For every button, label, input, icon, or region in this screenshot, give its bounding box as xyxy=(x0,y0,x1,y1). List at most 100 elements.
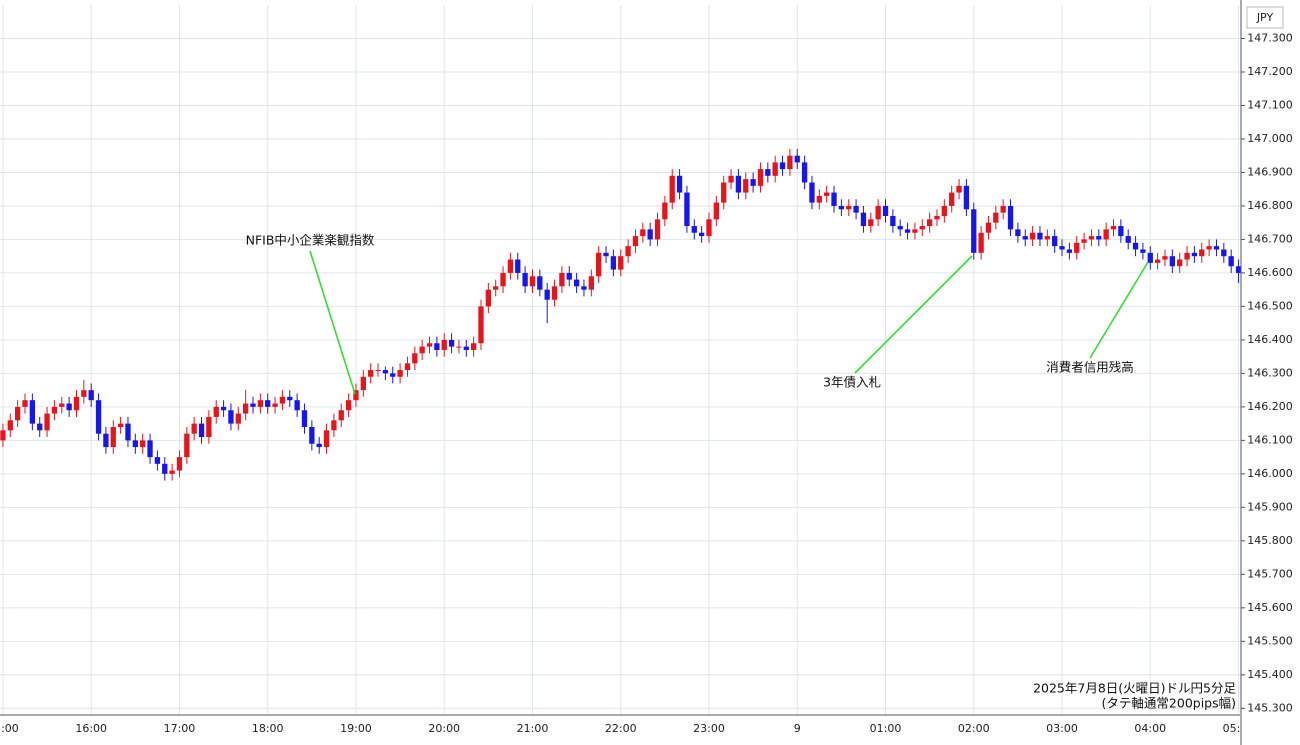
candle-body xyxy=(728,175,734,183)
candle-body xyxy=(1081,239,1087,243)
candle-body xyxy=(1037,232,1043,240)
candle-body xyxy=(412,353,418,364)
candle-body xyxy=(95,400,102,434)
y-tick-label: 146.900 xyxy=(1247,165,1293,178)
x-tick-label: 20:00 xyxy=(428,722,460,735)
candle-body xyxy=(831,192,837,206)
candle-body xyxy=(676,175,683,193)
candle-body xyxy=(1103,229,1109,240)
candle-body xyxy=(15,406,21,421)
candle-body xyxy=(37,423,43,431)
candle-body xyxy=(868,219,874,227)
candle-body xyxy=(51,406,58,414)
candle-body xyxy=(66,403,72,411)
candle-body xyxy=(838,205,845,210)
candle-body xyxy=(176,457,183,471)
candle-body xyxy=(441,339,447,350)
candle-body xyxy=(934,215,940,220)
candle-body xyxy=(544,289,550,300)
candle-body xyxy=(1184,252,1190,260)
x-tick-label: 01:00 xyxy=(870,722,902,735)
candle-body xyxy=(29,400,36,424)
candle-body xyxy=(1029,232,1036,240)
candle-body xyxy=(301,410,308,427)
candle-body xyxy=(625,246,631,257)
candle-body xyxy=(338,410,344,421)
candle-body xyxy=(257,400,264,407)
candle-body xyxy=(669,175,675,203)
candle-body xyxy=(735,175,742,193)
candle-body xyxy=(213,406,219,417)
candle-body xyxy=(360,376,366,391)
candle-body xyxy=(573,279,580,287)
unit-box xyxy=(1246,6,1284,29)
candle-body xyxy=(978,232,984,253)
candle-body xyxy=(1007,205,1014,230)
candle-body xyxy=(890,215,896,227)
candle-body xyxy=(44,413,50,431)
candle-body xyxy=(691,226,697,233)
candle-body xyxy=(757,169,764,186)
candle-body xyxy=(632,236,639,247)
candle-body xyxy=(1015,229,1021,237)
candle-body xyxy=(1044,236,1050,240)
candle-body xyxy=(721,182,727,203)
candle-body xyxy=(1118,226,1124,237)
candle-body xyxy=(897,226,903,230)
candle-body xyxy=(463,346,469,350)
candle-body xyxy=(191,423,197,434)
y-tick-label: 146.700 xyxy=(1247,232,1293,245)
candle-body xyxy=(1177,259,1183,267)
candle-body xyxy=(1022,236,1028,240)
x-tick-label: 03:00 xyxy=(1046,722,1078,735)
candle-body xyxy=(588,276,594,290)
candle-body xyxy=(963,185,970,210)
candle-body xyxy=(765,169,771,176)
candle-body xyxy=(1125,236,1131,243)
x-tick-label: 16:00 xyxy=(75,722,107,735)
annotation: NFIB中小企業楽観指数 xyxy=(246,233,375,248)
candle-body xyxy=(647,229,653,240)
caption: 2025年7月8日(火曜日)ドル円5分足 xyxy=(1033,681,1236,696)
candle-body xyxy=(985,222,992,233)
candle-body xyxy=(470,343,477,350)
candle-body xyxy=(1199,249,1205,257)
candle-body xyxy=(117,423,124,427)
candle-body xyxy=(662,202,668,220)
candle-body xyxy=(1132,242,1139,250)
candle-body xyxy=(22,400,28,407)
y-axis-panel xyxy=(1241,0,1300,745)
candle-body xyxy=(809,182,815,203)
candle-body xyxy=(956,185,962,193)
candle-body xyxy=(265,400,271,407)
candle-body xyxy=(926,219,933,227)
candle-body xyxy=(1074,242,1080,253)
candle-body xyxy=(375,370,381,372)
candle-body xyxy=(140,440,146,448)
y-tick-label: 145.400 xyxy=(1247,668,1293,681)
candle-body xyxy=(419,346,425,354)
candle-body xyxy=(228,410,234,424)
candle-body xyxy=(787,155,793,170)
candle-body xyxy=(846,205,852,210)
y-tick-label: 146.400 xyxy=(1247,333,1293,346)
candle-body xyxy=(272,403,278,407)
candle-body xyxy=(1154,259,1161,263)
candle-body xyxy=(640,229,646,237)
candle-body xyxy=(507,259,514,273)
candle-body xyxy=(1169,256,1175,267)
candle-body xyxy=(1228,256,1234,267)
y-tick-label: 147.200 xyxy=(1247,65,1293,78)
candle-body xyxy=(448,339,455,347)
y-tick-label: 146.300 xyxy=(1247,366,1293,379)
candle-body xyxy=(801,162,808,183)
x-tick-label: 15:00 xyxy=(0,722,19,735)
x-tick-label: 23:00 xyxy=(693,722,725,735)
candle-body xyxy=(110,426,116,448)
candle-body xyxy=(73,396,80,411)
y-tick-label: 146.200 xyxy=(1247,400,1293,413)
candle-body xyxy=(1147,252,1153,263)
candle-body xyxy=(287,396,293,401)
candle-body xyxy=(1213,246,1220,250)
